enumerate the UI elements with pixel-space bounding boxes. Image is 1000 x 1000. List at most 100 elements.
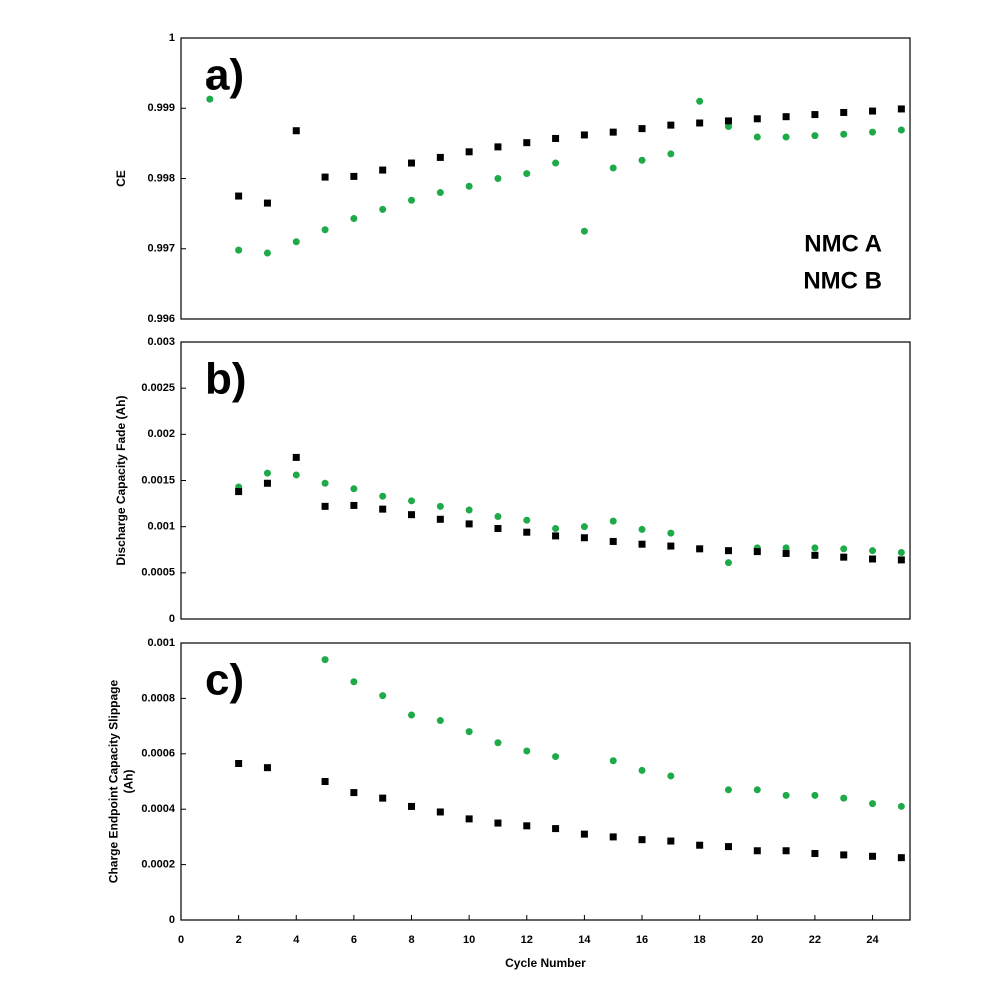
point xyxy=(350,501,358,509)
point xyxy=(379,205,387,213)
legend-label: NMC B xyxy=(803,267,882,294)
point xyxy=(350,678,358,686)
point xyxy=(321,656,329,664)
point xyxy=(724,559,732,567)
point xyxy=(408,196,416,204)
point xyxy=(840,851,848,859)
plot-frame xyxy=(180,642,911,921)
panel-label: c) xyxy=(205,656,244,705)
point xyxy=(465,506,473,514)
x-tick-label: 6 xyxy=(351,934,357,946)
point xyxy=(552,159,560,167)
point xyxy=(552,532,560,540)
point xyxy=(523,747,531,755)
point xyxy=(724,786,732,794)
point xyxy=(897,105,905,113)
x-tick-label: 10 xyxy=(463,934,475,946)
point xyxy=(696,841,704,849)
point xyxy=(263,479,271,487)
point xyxy=(321,479,329,487)
point xyxy=(523,528,531,536)
point xyxy=(840,108,848,116)
x-tick-label: 18 xyxy=(694,934,706,946)
point xyxy=(609,537,617,545)
point xyxy=(609,517,617,525)
point xyxy=(696,97,704,105)
y-tick-label: 0.0004 xyxy=(141,803,176,815)
y-tick-label: 0 xyxy=(169,613,175,625)
point xyxy=(667,837,675,845)
point xyxy=(782,549,790,557)
point xyxy=(638,125,646,133)
point xyxy=(869,800,877,808)
point xyxy=(580,830,588,838)
point xyxy=(523,516,531,524)
panel-label: a) xyxy=(205,51,244,100)
x-axis-label: Cycle Number xyxy=(505,956,586,970)
point xyxy=(379,492,387,500)
point xyxy=(724,117,732,125)
point xyxy=(235,759,243,767)
point xyxy=(350,215,358,223)
point xyxy=(552,134,560,142)
point xyxy=(321,778,329,785)
point xyxy=(724,123,732,131)
y-tick-label: 0.0008 xyxy=(141,692,175,704)
point xyxy=(609,833,617,841)
point xyxy=(436,502,444,510)
point xyxy=(494,175,502,182)
point xyxy=(897,802,905,810)
point xyxy=(840,794,848,802)
point xyxy=(696,119,704,127)
point xyxy=(869,547,877,555)
point xyxy=(782,133,790,141)
y-tick-label: 0.996 xyxy=(147,313,175,325)
x-tick-label: 4 xyxy=(293,934,300,946)
point xyxy=(869,555,877,563)
point xyxy=(811,791,819,799)
x-tick-label: 16 xyxy=(636,934,648,946)
point xyxy=(840,545,848,553)
point xyxy=(292,127,300,135)
point xyxy=(638,836,646,844)
plot-frame xyxy=(180,37,911,320)
point xyxy=(696,545,704,553)
point xyxy=(408,711,416,719)
point xyxy=(436,189,444,197)
point xyxy=(897,556,905,564)
point xyxy=(897,854,905,862)
x-tick-label: 24 xyxy=(866,934,879,946)
point xyxy=(321,173,329,181)
point xyxy=(321,502,329,510)
point xyxy=(235,192,243,200)
point xyxy=(580,227,588,235)
point xyxy=(667,772,675,780)
x-tick-label: 2 xyxy=(236,934,242,946)
point xyxy=(523,822,531,830)
point xyxy=(292,471,300,479)
y-axis-label: CE xyxy=(114,170,128,187)
x-tick-label: 0 xyxy=(178,934,184,946)
point xyxy=(494,819,502,827)
point xyxy=(263,199,271,207)
y-tick-label: 0 xyxy=(169,914,175,926)
point xyxy=(753,786,761,794)
point xyxy=(436,153,444,161)
plot-frame xyxy=(180,341,911,620)
panel-label: b) xyxy=(205,355,247,404)
point xyxy=(552,753,560,761)
point xyxy=(609,757,617,765)
point xyxy=(811,551,819,559)
point xyxy=(753,133,761,141)
point xyxy=(580,523,588,531)
point xyxy=(638,766,646,774)
point xyxy=(811,111,819,119)
point xyxy=(782,791,790,799)
point xyxy=(811,132,819,140)
y-axis-label: Charge Endpoint Capacity Slippage xyxy=(107,680,121,884)
y-tick-label: 0.0006 xyxy=(141,748,175,760)
y-tick-label: 0.0005 xyxy=(141,567,175,579)
point xyxy=(292,453,300,461)
point xyxy=(609,164,617,172)
point xyxy=(811,850,819,858)
